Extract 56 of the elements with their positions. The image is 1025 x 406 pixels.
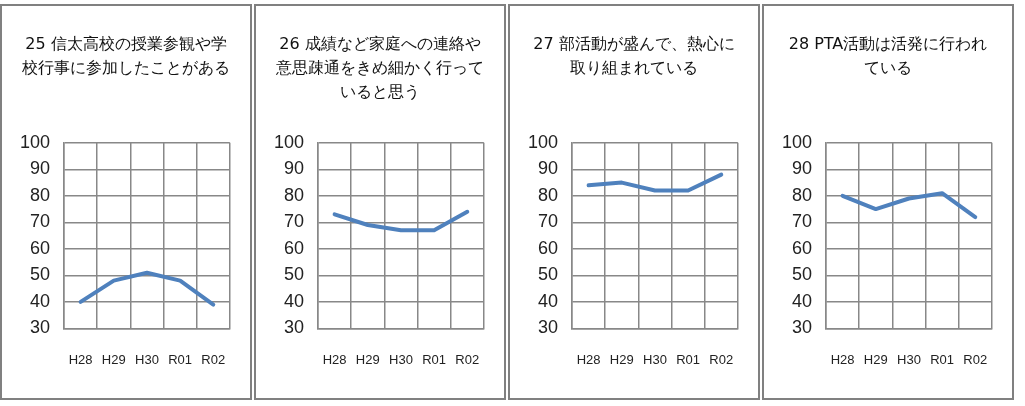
y-tick-label: 70 <box>284 211 305 232</box>
x-tick-label: H28 <box>576 351 601 367</box>
y-tick-label: 60 <box>538 237 559 258</box>
y-tick-label: 60 <box>792 237 813 258</box>
x-tick-label: H30 <box>897 351 921 367</box>
x-tick-label: R01 <box>422 351 447 367</box>
x-tick-label: R02 <box>963 351 988 367</box>
y-tick-label: 30 <box>538 317 559 338</box>
chart-title: 28 PTA活動は活発に行われている <box>787 33 989 79</box>
y-tick-label: 90 <box>284 158 305 179</box>
x-tick-label: H30 <box>389 351 413 367</box>
y-tick-label: 30 <box>30 317 51 338</box>
chart-title: 27 部活動が盛んで、熱心に取り組まれている <box>532 33 736 79</box>
y-tick-label: 100 <box>527 131 559 152</box>
y-tick-label: 40 <box>792 290 813 311</box>
y-tick-label: 30 <box>792 317 813 338</box>
y-tick-label: 50 <box>284 264 305 285</box>
y-tick-label: 80 <box>284 184 305 205</box>
chart-title: 26 成績など家庭への連絡や意思疎通をきめ細かく行っていると思う <box>275 33 485 103</box>
y-tick-label: 40 <box>284 290 305 311</box>
y-tick-label: 100 <box>781 131 813 152</box>
x-tick-label: H29 <box>863 351 888 367</box>
y-tick-label: 90 <box>30 158 51 179</box>
x-tick-label: H28 <box>68 351 93 367</box>
chart-title: 25 信太高校の授業参観や学校行事に参加したことがある <box>21 33 231 79</box>
y-tick-label: 70 <box>792 211 813 232</box>
x-tick-label: H29 <box>101 351 126 367</box>
x-tick-label: R02 <box>709 351 734 367</box>
y-tick-label: 50 <box>30 264 51 285</box>
x-tick-label: H29 <box>609 351 634 367</box>
y-tick-label: 100 <box>273 131 305 152</box>
x-tick-label: H28 <box>830 351 855 367</box>
y-tick-label: 60 <box>30 237 51 258</box>
y-tick-label: 70 <box>538 211 559 232</box>
y-tick-label: 50 <box>792 264 813 285</box>
y-tick-label: 30 <box>284 317 305 338</box>
x-tick-label: H30 <box>643 351 667 367</box>
y-tick-label: 40 <box>30 290 51 311</box>
y-tick-label: 70 <box>30 211 51 232</box>
y-tick-label: 40 <box>538 290 559 311</box>
x-tick-label: H29 <box>355 351 380 367</box>
y-tick-label: 50 <box>538 264 559 285</box>
y-tick-label: 80 <box>538 184 559 205</box>
y-tick-label: 60 <box>284 237 305 258</box>
y-tick-label: 90 <box>792 158 813 179</box>
x-tick-label: H30 <box>135 351 159 367</box>
x-tick-label: R01 <box>168 351 193 367</box>
y-tick-label: 80 <box>30 184 51 205</box>
y-tick-label: 80 <box>792 184 813 205</box>
y-tick-label: 100 <box>19 131 51 152</box>
x-tick-label: H28 <box>322 351 347 367</box>
x-tick-label: R01 <box>930 351 955 367</box>
x-tick-label: R02 <box>455 351 480 367</box>
x-tick-label: R02 <box>201 351 226 367</box>
x-tick-label: R01 <box>676 351 701 367</box>
y-tick-label: 90 <box>538 158 559 179</box>
